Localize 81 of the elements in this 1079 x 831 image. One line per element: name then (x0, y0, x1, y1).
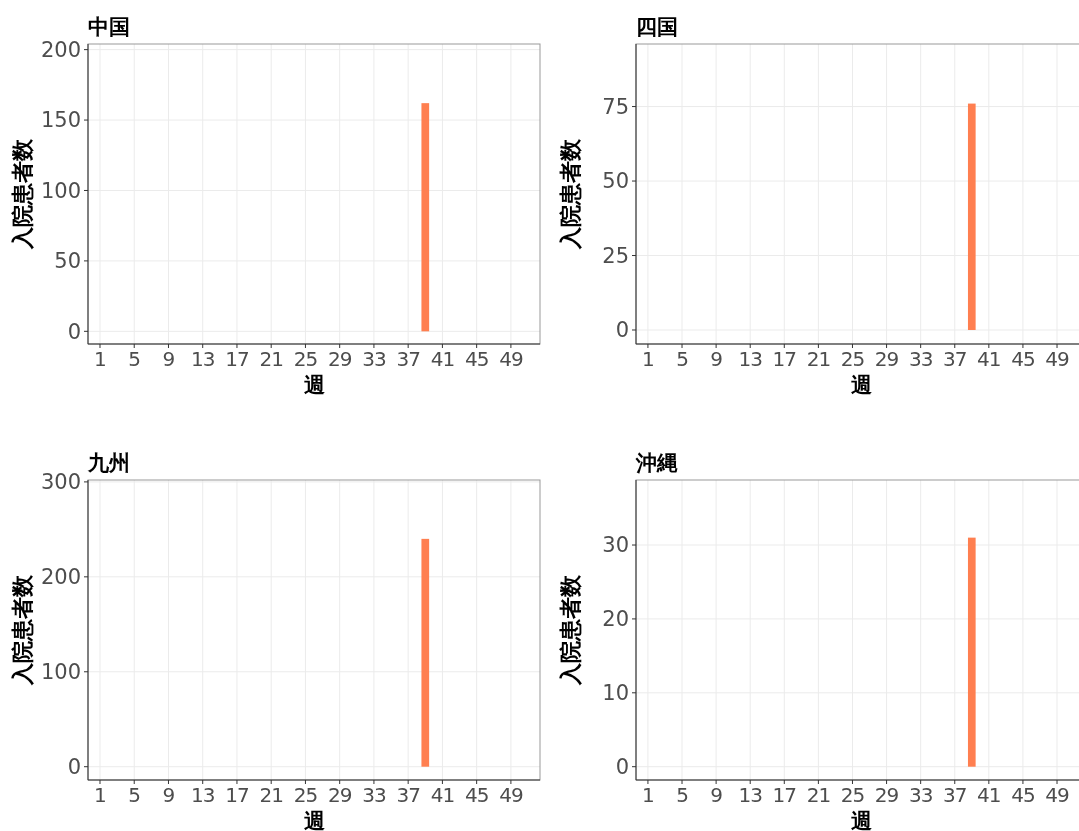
x-tick-label: 45 (464, 347, 489, 371)
y-tick-label: 200 (40, 565, 81, 590)
chart-title: 九州 (87, 451, 130, 475)
y-tick-label: 0 (615, 755, 629, 780)
x-tick-label: 37 (396, 347, 421, 371)
y-tick-label: 75 (602, 94, 629, 119)
x-tick-label: 1 (642, 347, 654, 371)
y-tick-label: 10 (602, 681, 629, 706)
x-tick-label: 5 (128, 783, 141, 807)
x-tick-label: 49 (499, 783, 523, 807)
x-tick-label: 13 (738, 783, 763, 807)
x-tick-label: 45 (1011, 347, 1035, 371)
x-tick-label: 1 (642, 783, 654, 807)
chart-title: 中国 (88, 15, 130, 39)
chart-title: 沖縄 (635, 451, 678, 475)
x-tick-label: 1 (94, 347, 106, 371)
x-tick-label: 41 (977, 347, 1001, 371)
x-tick-label: 41 (430, 347, 455, 371)
x-tick-label: 29 (874, 783, 899, 807)
y-tick-label: 100 (40, 178, 81, 203)
y-tick-label: 0 (615, 318, 629, 343)
x-tick-label: 37 (943, 783, 967, 807)
y-tick-label: 30 (602, 533, 629, 558)
x-tick-label: 37 (943, 347, 967, 371)
x-tick-label: 21 (259, 347, 283, 371)
chart-title: 四国 (636, 15, 678, 39)
x-tick-label: 33 (908, 347, 933, 371)
x-tick-label: 17 (225, 783, 249, 807)
x-tick-label: 17 (772, 347, 797, 371)
x-tick-label: 33 (362, 347, 386, 371)
x-tick-label: 17 (772, 783, 797, 807)
x-tick-label: 33 (362, 783, 386, 807)
x-tick-label: 41 (430, 783, 455, 807)
y-axis-title: 入院患者数 (10, 138, 35, 250)
x-axis-title: 週 (303, 809, 325, 831)
y-tick-label: 200 (40, 37, 81, 62)
y-tick-label: 0 (67, 319, 81, 344)
x-tick-label: 45 (464, 783, 489, 807)
x-tick-label: 9 (162, 783, 175, 807)
x-axis-title: 週 (850, 809, 872, 831)
y-axis-title: 入院患者数 (558, 138, 583, 250)
x-axis-title: 週 (303, 373, 325, 397)
x-tick-label: 21 (806, 347, 831, 371)
x-tick-label: 29 (874, 347, 899, 371)
x-tick-label: 45 (1011, 783, 1035, 807)
y-tick-label: 100 (40, 660, 81, 685)
x-tick-label: 49 (1045, 347, 1070, 371)
y-tick-label: 20 (602, 607, 629, 632)
x-tick-label: 9 (710, 347, 723, 371)
x-tick-label: 25 (293, 347, 318, 371)
x-tick-label: 13 (190, 783, 215, 807)
x-tick-label: 37 (396, 783, 421, 807)
x-tick-label: 5 (676, 347, 688, 371)
x-tick-label: 29 (327, 783, 352, 807)
x-tick-label: 21 (806, 783, 831, 807)
x-tick-label: 13 (738, 347, 763, 371)
x-tick-label: 41 (977, 783, 1001, 807)
y-tick-label: 150 (40, 108, 81, 133)
x-tick-label: 5 (676, 783, 688, 807)
x-tick-label: 25 (293, 783, 318, 807)
x-tick-label: 13 (190, 347, 215, 371)
y-axis-title: 入院患者数 (558, 574, 583, 686)
y-tick-label: 0 (67, 755, 81, 780)
x-tick-label: 5 (128, 347, 141, 371)
y-axis-title: 入院患者数 (10, 574, 35, 686)
x-tick-label: 29 (327, 347, 352, 371)
x-tick-label: 49 (499, 347, 523, 371)
x-tick-label: 9 (162, 347, 175, 371)
x-axis-title: 週 (850, 373, 872, 397)
x-tick-label: 9 (710, 783, 723, 807)
y-tick-label: 300 (40, 470, 81, 495)
x-tick-label: 49 (1045, 783, 1070, 807)
x-tick-label: 25 (840, 783, 865, 807)
x-tick-label: 1 (94, 783, 106, 807)
x-tick-label: 33 (908, 783, 933, 807)
y-tick-label: 50 (602, 169, 629, 194)
x-tick-label: 25 (840, 347, 865, 371)
y-tick-label: 50 (54, 249, 81, 274)
x-tick-label: 21 (259, 783, 283, 807)
x-tick-label: 17 (225, 347, 249, 371)
y-tick-label: 25 (602, 243, 629, 268)
